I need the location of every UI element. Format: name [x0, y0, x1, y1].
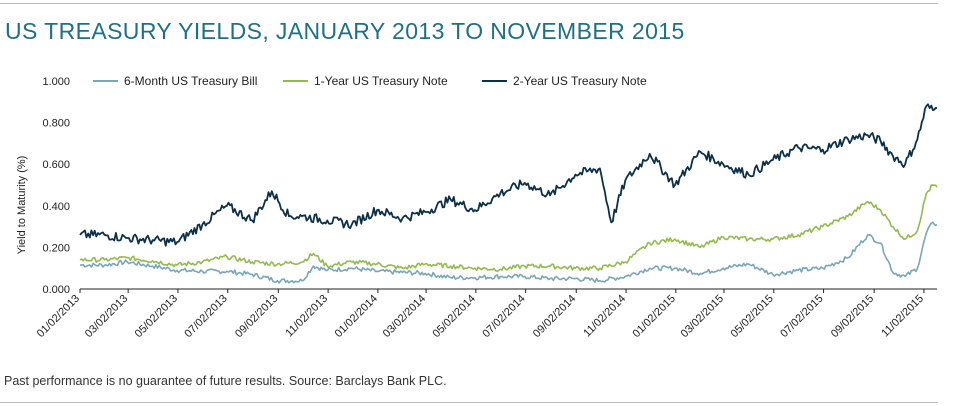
series-line-2-year-us-treasury-note: [79, 103, 938, 247]
x-tick-label: 03/02/2013: [83, 293, 130, 340]
y-tick-label: 0.600: [42, 159, 70, 171]
x-tick-label: 07/02/2014: [480, 293, 527, 340]
footnote: Past performance is no guarantee of futu…: [4, 374, 447, 388]
x-axis: 01/02/2013 03/02/2013 05/02/2013 07/02/2013…: [35, 288, 937, 340]
x-tick-label: 01/02/2015: [631, 293, 678, 340]
y-axis: 0.000 0.200 0.400 0.600 0.800 1.000: [42, 76, 70, 296]
y-tick-label: 0.000: [42, 284, 70, 296]
series-lines: [79, 103, 938, 284]
x-tick-label: 07/02/2015: [778, 293, 825, 340]
legend: 6-Month US Treasury Bill 1-Year US Treasu…: [93, 74, 647, 88]
x-tick-label: 05/02/2014: [431, 293, 478, 340]
x-tick-label: 05/02/2015: [728, 293, 775, 340]
bottom-rule: [0, 402, 938, 403]
x-tick-label: 11/02/2013: [283, 293, 330, 340]
x-tick-label: 01/02/2013: [35, 293, 82, 340]
x-tick-label: 11/02/2014: [581, 293, 628, 340]
x-tick-label: 11/02/2015: [879, 293, 926, 340]
top-rule: [0, 3, 938, 4]
series-line-1-year-us-treasury-note: [79, 184, 938, 273]
y-tick-label: 1.000: [42, 76, 70, 88]
y-tick-label: 0.200: [42, 242, 70, 254]
y-tick-label: 0.800: [42, 118, 70, 130]
x-tick-label: 09/02/2013: [233, 293, 280, 340]
x-tick-label: 05/02/2013: [133, 293, 180, 340]
legend-label: 2-Year US Treasury Note: [513, 74, 647, 88]
x-tick-label: 09/02/2014: [531, 293, 578, 340]
x-tick-label: 07/02/2013: [182, 293, 229, 340]
x-tick-label: 01/02/2014: [333, 293, 380, 340]
legend-label: 6-Month US Treasury Bill: [124, 74, 257, 88]
legend-label: 1-Year US Treasury Note: [314, 74, 448, 88]
y-axis-label: Yield to Maturity (%): [16, 156, 28, 255]
x-tick-label: 03/02/2015: [679, 293, 726, 340]
chart-title: US TREASURY YIELDS, JANUARY 2013 TO NOVE…: [5, 18, 685, 44]
series-line-6-month-us-treasury-bill: [80, 221, 938, 284]
y-tick-label: 0.400: [42, 201, 70, 213]
x-tick-label: 09/02/2015: [829, 293, 876, 340]
chart-area: 6-Month US Treasury Bill 1-Year US Treasu…: [16, 74, 938, 340]
x-tick-label: 03/02/2014: [381, 293, 428, 340]
